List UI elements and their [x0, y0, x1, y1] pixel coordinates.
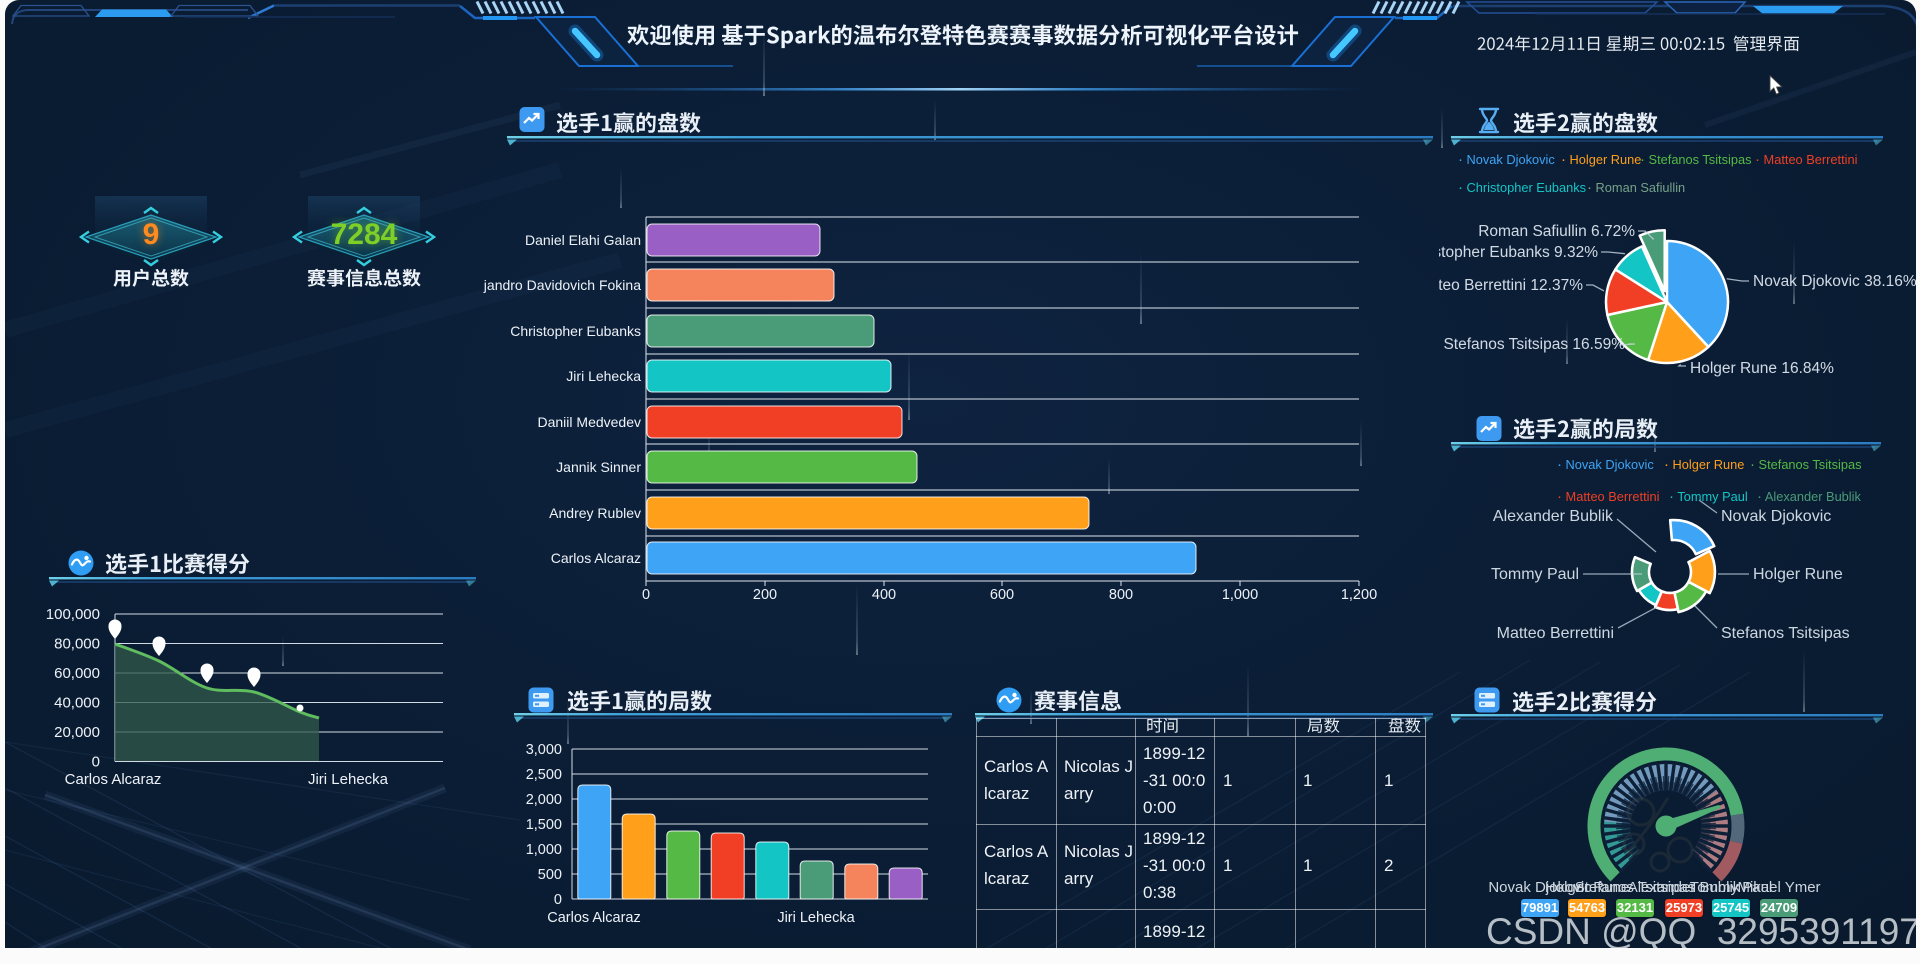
- svg-text:400: 400: [872, 587, 896, 603]
- svg-text:40,000: 40,000: [54, 695, 100, 712]
- svg-text:0: 0: [92, 754, 100, 771]
- svg-text:60,000: 60,000: [54, 665, 100, 682]
- svg-text:Carlos Alcaraz: Carlos Alcaraz: [551, 550, 641, 566]
- svg-text:500: 500: [538, 867, 562, 883]
- svg-text:Jiri Lehecka: Jiri Lehecka: [308, 771, 389, 788]
- svg-text:Daniil Medvedev: Daniil Medvedev: [538, 414, 642, 430]
- svg-text:0: 0: [554, 892, 562, 908]
- svg-text:Jannik Sinner: Jannik Sinner: [556, 459, 641, 475]
- svg-text:Tommy Paul: Tommy Paul: [1491, 566, 1579, 583]
- svg-text:3,000: 3,000: [526, 742, 562, 758]
- svg-text:Stefanos Tsitsipas 16.59%: Stefanos Tsitsipas 16.59%: [1443, 336, 1625, 353]
- svg-text:Matteo Berrettini: Matteo Berrettini: [1497, 625, 1614, 642]
- svg-text:Jiri Lehecka: Jiri Lehecka: [777, 910, 855, 926]
- svg-text:600: 600: [990, 587, 1014, 603]
- svg-text:100,000: 100,000: [46, 606, 100, 623]
- svg-text:Novak Djokovic: Novak Djokovic: [1721, 508, 1831, 525]
- svg-text:0: 0: [642, 587, 650, 603]
- svg-text:Christopher Eubanks: Christopher Eubanks: [510, 323, 641, 339]
- svg-text:1,200: 1,200: [1341, 587, 1377, 603]
- svg-text:200: 200: [753, 587, 777, 603]
- svg-text:1,500: 1,500: [526, 817, 562, 833]
- svg-text:Holger Rune: Holger Rune: [1753, 566, 1843, 583]
- svg-text:Matteo Berrettini 12.37%: Matteo Berrettini 12.37%: [1439, 277, 1583, 294]
- svg-text:Daniel Elahi Galan: Daniel Elahi Galan: [525, 232, 641, 248]
- svg-text:800: 800: [1109, 587, 1133, 603]
- svg-text:Jiri Lehecka: Jiri Lehecka: [566, 368, 641, 384]
- svg-text:20,000: 20,000: [54, 724, 100, 741]
- svg-text:Alexander Bublik: Alexander Bublik: [1493, 508, 1614, 525]
- svg-text:Novak Djokovic 38.16%: Novak Djokovic 38.16%: [1753, 273, 1916, 290]
- svg-text:2,000: 2,000: [526, 792, 562, 808]
- svg-text:Roman Safiullin 6.72%: Roman Safiullin 6.72%: [1478, 223, 1635, 240]
- svg-text:1,000: 1,000: [526, 842, 562, 858]
- svg-text:jandro Davidovich Fokina: jandro Davidovich Fokina: [483, 277, 641, 293]
- svg-text:1,000: 1,000: [1222, 587, 1258, 603]
- svg-text:Stefanos Tsitsipas: Stefanos Tsitsipas: [1721, 625, 1850, 642]
- svg-text:2,500: 2,500: [526, 767, 562, 783]
- svg-text:Carlos Alcaraz: Carlos Alcaraz: [65, 771, 162, 788]
- svg-text:Christopher Eubanks 9.32%: Christopher Eubanks 9.32%: [1439, 244, 1598, 261]
- svg-text:80,000: 80,000: [54, 636, 100, 653]
- svg-text:Carlos Alcaraz: Carlos Alcaraz: [547, 910, 640, 926]
- svg-text:Andrey Rublev: Andrey Rublev: [549, 505, 641, 521]
- svg-text:Holger Rune 16.84%: Holger Rune 16.84%: [1690, 360, 1834, 377]
